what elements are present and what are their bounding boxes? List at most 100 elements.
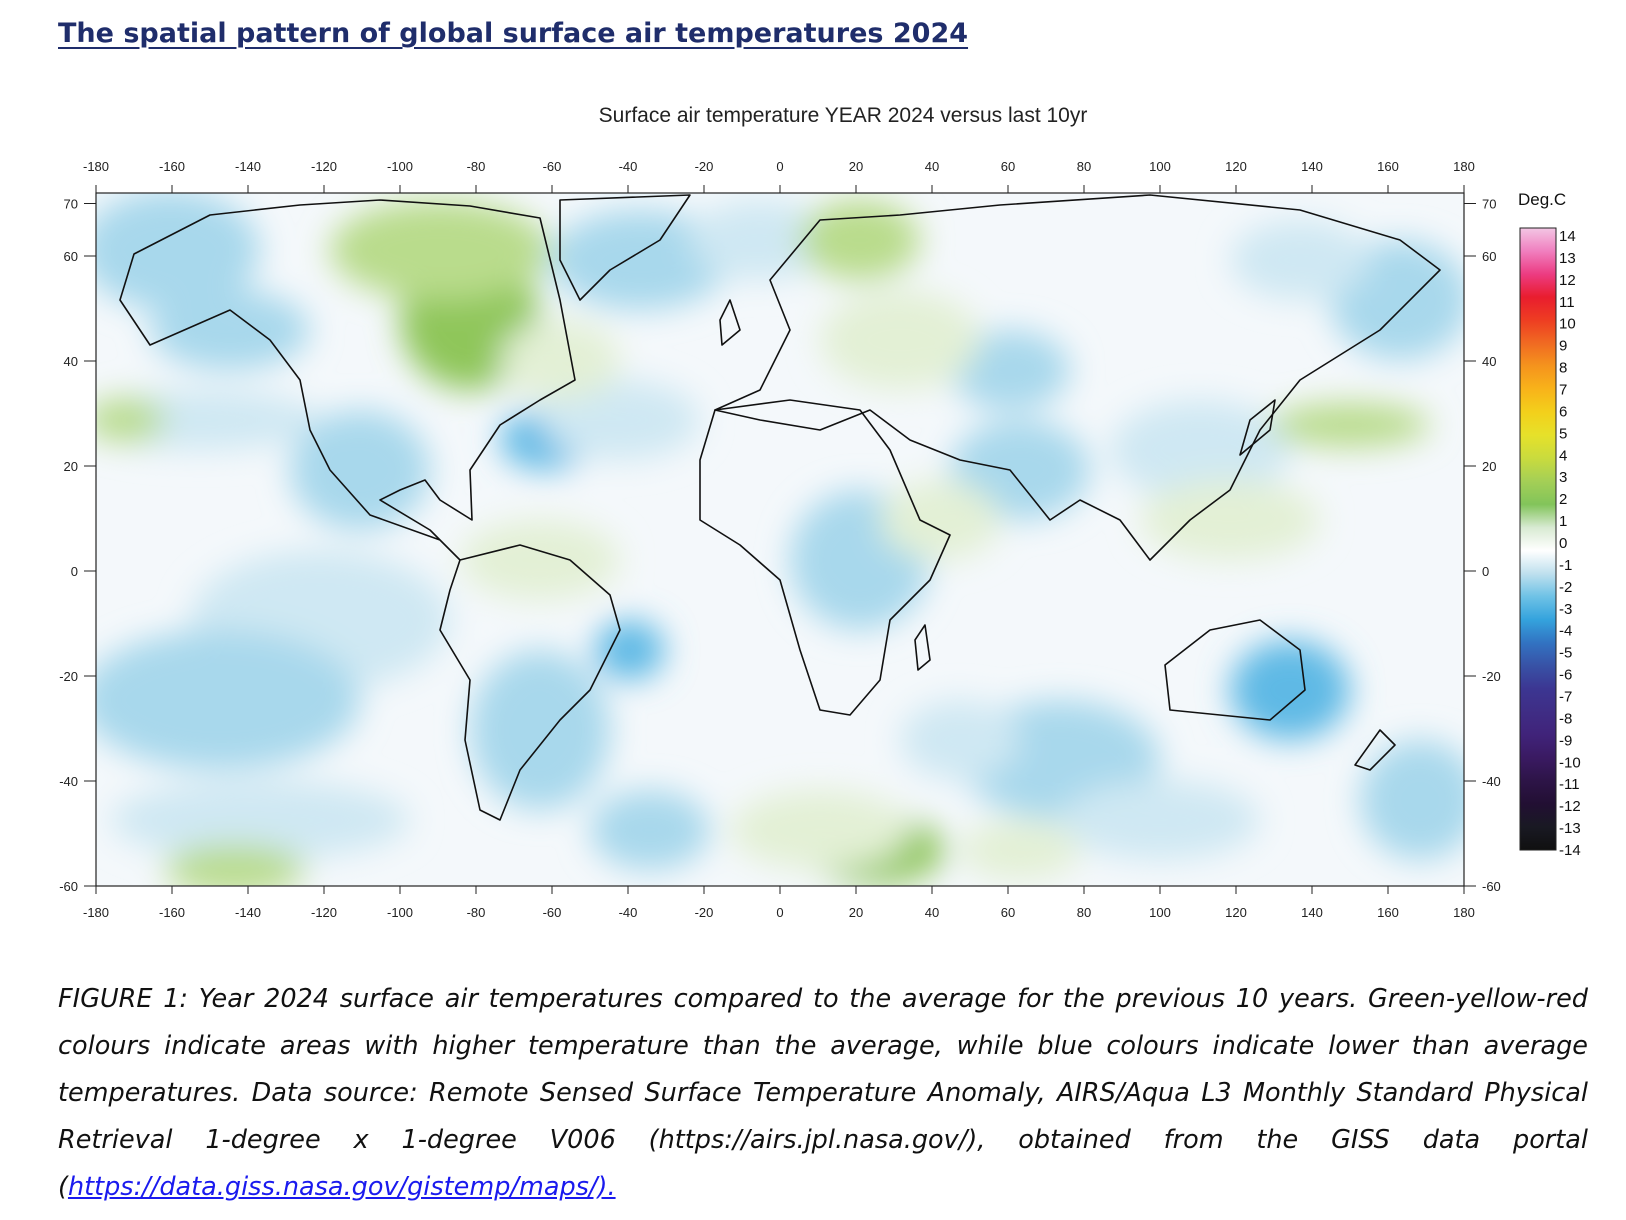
colorbar-label: -2 <box>1559 579 1572 596</box>
anomaly-blob <box>690 200 830 280</box>
lon-tick-label: 20 <box>849 905 863 920</box>
colorbar-label: 6 <box>1559 403 1567 420</box>
lon-tick-label: 0 <box>776 159 783 174</box>
colorbar-label: 8 <box>1559 360 1567 377</box>
lon-tick-label: -20 <box>695 159 714 174</box>
anomaly-blob <box>165 845 305 886</box>
lon-tick-label: -160 <box>159 905 185 920</box>
lon-tick-label: 140 <box>1301 159 1323 174</box>
lon-tick-label: -40 <box>619 905 638 920</box>
colorbar-label: 2 <box>1559 491 1567 508</box>
lon-tick-label: 40 <box>925 905 939 920</box>
anomaly-blob <box>96 630 360 770</box>
lat-tick-label: 70 <box>1482 197 1496 212</box>
colorbar-label: 0 <box>1559 535 1567 552</box>
lat-tick-label: -40 <box>1482 774 1501 789</box>
anomaly-blob <box>1230 220 1370 300</box>
anomaly-blob <box>290 410 430 530</box>
colorbar-label: -11 <box>1559 776 1580 793</box>
anomaly-blob <box>730 790 910 870</box>
colorbar-label: -4 <box>1559 623 1572 640</box>
coastline-south-america <box>439 544 621 821</box>
lon-tick-label: 0 <box>776 905 783 920</box>
colorbar-label: 9 <box>1559 338 1567 355</box>
anomaly-blob <box>470 650 610 810</box>
coastline-greenland <box>559 194 691 301</box>
lon-tick-label: -140 <box>235 159 261 174</box>
anomaly-blob <box>460 520 620 600</box>
longitude-axis-top: -180 -160 -140 -120 -100 -80 -60 -40 -20 0 20 40 60 8… <box>83 159 1475 193</box>
lon-tick-label: 100 <box>1149 159 1171 174</box>
lat-tick-label: 70 <box>64 197 78 212</box>
coastline-australia <box>1164 619 1306 721</box>
lon-tick-label: -120 <box>311 159 337 174</box>
lon-tick-label: -120 <box>311 905 337 920</box>
latitude-axis-right: 70 60 40 20 0 -20 -40 -60 <box>1464 197 1501 894</box>
lon-tick-label: -100 <box>387 905 413 920</box>
colorbar-label: -8 <box>1559 710 1572 727</box>
lon-tick-label: 140 <box>1301 905 1323 920</box>
coastline-new-zealand <box>1354 729 1396 771</box>
anomaly-blob <box>800 200 920 280</box>
colorbar-label: -7 <box>1559 689 1572 706</box>
colorbar-ramp <box>1519 227 1557 851</box>
lon-tick-label: -80 <box>467 159 486 174</box>
colorbar-label: 13 <box>1559 250 1576 267</box>
lat-tick-label: 40 <box>64 354 78 369</box>
anomaly-blob <box>1140 480 1320 560</box>
lat-tick-label: 40 <box>1482 354 1496 369</box>
colorbar-label: -13 <box>1559 820 1581 837</box>
colorbar-label: -9 <box>1559 732 1572 749</box>
colorbar-label: -3 <box>1559 601 1572 618</box>
lat-tick-label: 20 <box>64 459 78 474</box>
giss-link[interactable]: https://data.giss.nasa.gov/gistemp/maps/… <box>67 1172 616 1202</box>
anomaly-blob <box>500 320 620 400</box>
lon-tick-label: 180 <box>1453 905 1475 920</box>
lon-tick-label: 20 <box>849 159 863 174</box>
colorbar-label: 11 <box>1559 294 1575 311</box>
colorbar-label: 5 <box>1559 425 1567 442</box>
anomaly-blob <box>1270 403 1430 447</box>
lon-tick-label: 180 <box>1453 159 1475 174</box>
colorbar-label: 14 <box>1559 228 1576 245</box>
lat-tick-label: -60 <box>59 879 78 894</box>
page-heading: The spatial pattern of global surface ai… <box>58 18 969 49</box>
anomaly-blob <box>595 620 665 680</box>
anomaly-field <box>96 193 1464 886</box>
anomaly-blob <box>960 820 1080 880</box>
lat-tick-label: 20 <box>1482 459 1496 474</box>
colorbar-labels: 14131211109876543210-1-2-3-4-5-6-7-8-9-1… <box>1559 228 1581 859</box>
lon-tick-label: 40 <box>925 159 939 174</box>
lat-tick-label: -40 <box>59 774 78 789</box>
anomaly-blob <box>820 290 980 390</box>
lat-tick-label: 0 <box>1482 564 1489 579</box>
lon-tick-label: 120 <box>1225 159 1247 174</box>
anomaly-blob <box>1230 640 1350 740</box>
latitude-axis-left: 70 60 40 20 0 -20 -40 -60 <box>59 197 96 894</box>
lon-tick-label: 160 <box>1377 159 1399 174</box>
lat-tick-label: 60 <box>1482 249 1496 264</box>
coastlines <box>119 194 1441 821</box>
anomaly-blob <box>96 398 165 442</box>
lon-tick-label: -80 <box>467 905 486 920</box>
colorbar-label: 7 <box>1559 382 1567 399</box>
lon-tick-label: -140 <box>235 905 261 920</box>
anomaly-blob <box>590 790 710 870</box>
colorbar-label: 3 <box>1559 469 1567 486</box>
caption-text: FIGURE 1: Year 2024 surface air temperat… <box>58 984 1588 1202</box>
coastline-japan <box>1239 399 1276 456</box>
colorbar-label: -6 <box>1559 667 1572 684</box>
figure-caption: FIGURE 1: Year 2024 surface air temperat… <box>58 976 1588 1211</box>
lon-tick-label: 60 <box>1001 905 1015 920</box>
longitude-axis-bottom: -180 -160 -140 -120 -100 -80 -60 -40 -20 0 20 40 60 8… <box>83 886 1475 920</box>
anomaly-blob <box>880 480 1000 560</box>
anomaly-blob <box>330 200 550 300</box>
coastline-north-america <box>119 199 576 561</box>
lat-tick-label: -60 <box>1482 879 1501 894</box>
lon-tick-label: -40 <box>619 159 638 174</box>
anomaly-blob <box>1110 400 1290 500</box>
colorbar-label: -10 <box>1559 754 1581 771</box>
colorbar-label: -1 <box>1559 557 1572 574</box>
anomaly-blob <box>540 380 700 460</box>
lat-tick-label: 0 <box>71 564 78 579</box>
